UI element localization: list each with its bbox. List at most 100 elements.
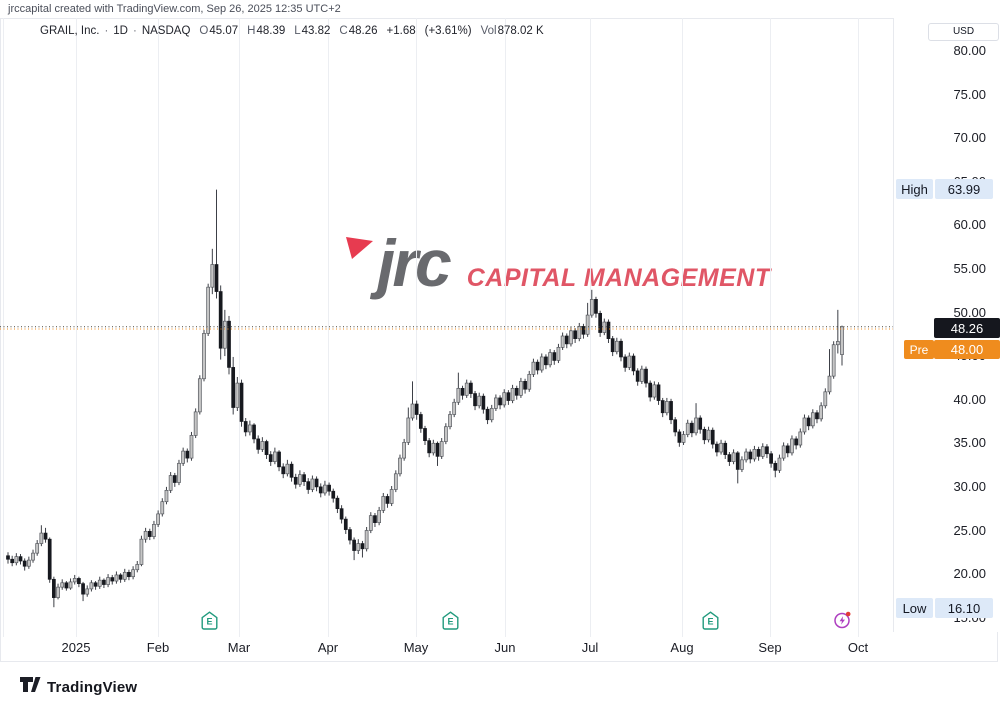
currency-unit-button[interactable]: USD (928, 23, 999, 41)
candle-down (506, 392, 511, 401)
candle-up (35, 543, 40, 554)
candle-up (222, 320, 227, 349)
time-tick-label: Aug (670, 640, 694, 655)
candle-down (306, 481, 311, 490)
candle-up (823, 391, 828, 407)
candle-up (527, 374, 532, 390)
candle-down (339, 508, 344, 520)
candle-up (519, 381, 523, 396)
candle-down (318, 486, 323, 494)
price-tick-label: 30.00 (953, 479, 986, 494)
candle-up (477, 395, 482, 407)
price-tick-label: 75.00 (953, 86, 986, 102)
candle-down (243, 421, 248, 433)
candle-down (623, 356, 628, 368)
candle-up (135, 564, 140, 571)
upcoming-earnings-icon[interactable] (833, 610, 852, 634)
candle-up (27, 559, 31, 567)
candle-up (402, 442, 406, 459)
candle-up (248, 424, 252, 433)
candle-down (631, 355, 636, 372)
candle-down (698, 417, 703, 430)
high-value: 48.39 (256, 25, 286, 37)
candle-up (560, 335, 565, 348)
candle-up (310, 478, 315, 490)
candle-down (414, 403, 419, 415)
candle-down (773, 462, 778, 471)
candle-down (669, 401, 673, 421)
tradingview-logo-icon[interactable] (20, 676, 41, 698)
candle-up (494, 397, 498, 409)
earnings-icon[interactable]: E (702, 611, 719, 635)
candle-up (706, 429, 711, 441)
candle-up (577, 326, 582, 339)
price-tick-label: 35.00 (953, 435, 986, 451)
candle-down (43, 532, 48, 540)
candlestick-chart-canvas[interactable] (0, 18, 893, 662)
candle-up (489, 408, 494, 421)
candle-up (835, 341, 840, 346)
candle-up (681, 434, 686, 443)
candle-down (327, 484, 331, 492)
candle-down (598, 312, 602, 333)
candle-up (298, 474, 302, 485)
interval-label[interactable]: 1D (113, 25, 128, 37)
candle-up (802, 417, 807, 433)
symbol-title[interactable]: GRAIL, Inc. (40, 25, 100, 37)
candle-down (435, 442, 440, 457)
price-tick-label: 60.00 (953, 217, 986, 233)
candle-up (502, 392, 507, 406)
candle-down (677, 431, 682, 443)
time-tick-label: Oct (847, 640, 869, 655)
earnings-icon[interactable]: E (442, 611, 459, 635)
candle-down (552, 352, 557, 361)
candle-down (765, 446, 769, 455)
candle-up (143, 530, 148, 540)
candle-down (239, 382, 244, 422)
candle-down (473, 393, 477, 407)
candle-down (690, 422, 694, 434)
candle-down (214, 264, 219, 292)
candle-up (235, 382, 240, 408)
candle-up (840, 326, 844, 355)
time-axis[interactable]: 2025 Feb Mar Apr May Jun Jul Aug Sep Oct (0, 636, 893, 662)
candle-up (652, 384, 657, 398)
candle-up (206, 286, 211, 334)
low-badge-value: 16.10 (935, 598, 993, 618)
candle-up (273, 451, 277, 462)
candle-down (348, 529, 352, 541)
candle-down (673, 419, 678, 433)
candle-up (202, 333, 206, 380)
candle-down (373, 515, 377, 523)
candle-up (614, 340, 619, 353)
candle-up (585, 314, 590, 335)
candle-down (252, 424, 256, 440)
candle-up (210, 264, 215, 288)
price-tick-label: 70.00 (953, 130, 986, 146)
tradingview-brand-text[interactable]: TradingView (47, 678, 138, 696)
candle-down (277, 451, 281, 468)
change-percent: (+3.61%) (424, 25, 472, 37)
candle-down (218, 291, 223, 349)
close-label: C (339, 25, 348, 37)
time-tick-label: Mar (227, 640, 251, 655)
candle-down (22, 560, 27, 567)
candle-up (452, 401, 457, 415)
earnings-icon[interactable]: E (201, 611, 218, 635)
legend-separator: · (104, 25, 109, 37)
candle-down (47, 538, 52, 580)
candle-up (464, 382, 469, 396)
candle-down (281, 466, 286, 475)
candle-up (139, 538, 144, 565)
candle-down (331, 490, 336, 499)
candle-down (710, 429, 715, 445)
candle-up (556, 347, 561, 361)
candle-up (114, 574, 119, 582)
candle-down (314, 478, 319, 488)
candle-up (177, 462, 181, 483)
price-tick-label: 50.00 (953, 304, 986, 320)
svg-text:E: E (707, 617, 713, 627)
candle-down (423, 428, 427, 442)
time-tick-label: Feb (146, 640, 170, 655)
footer: TradingView (20, 676, 137, 698)
